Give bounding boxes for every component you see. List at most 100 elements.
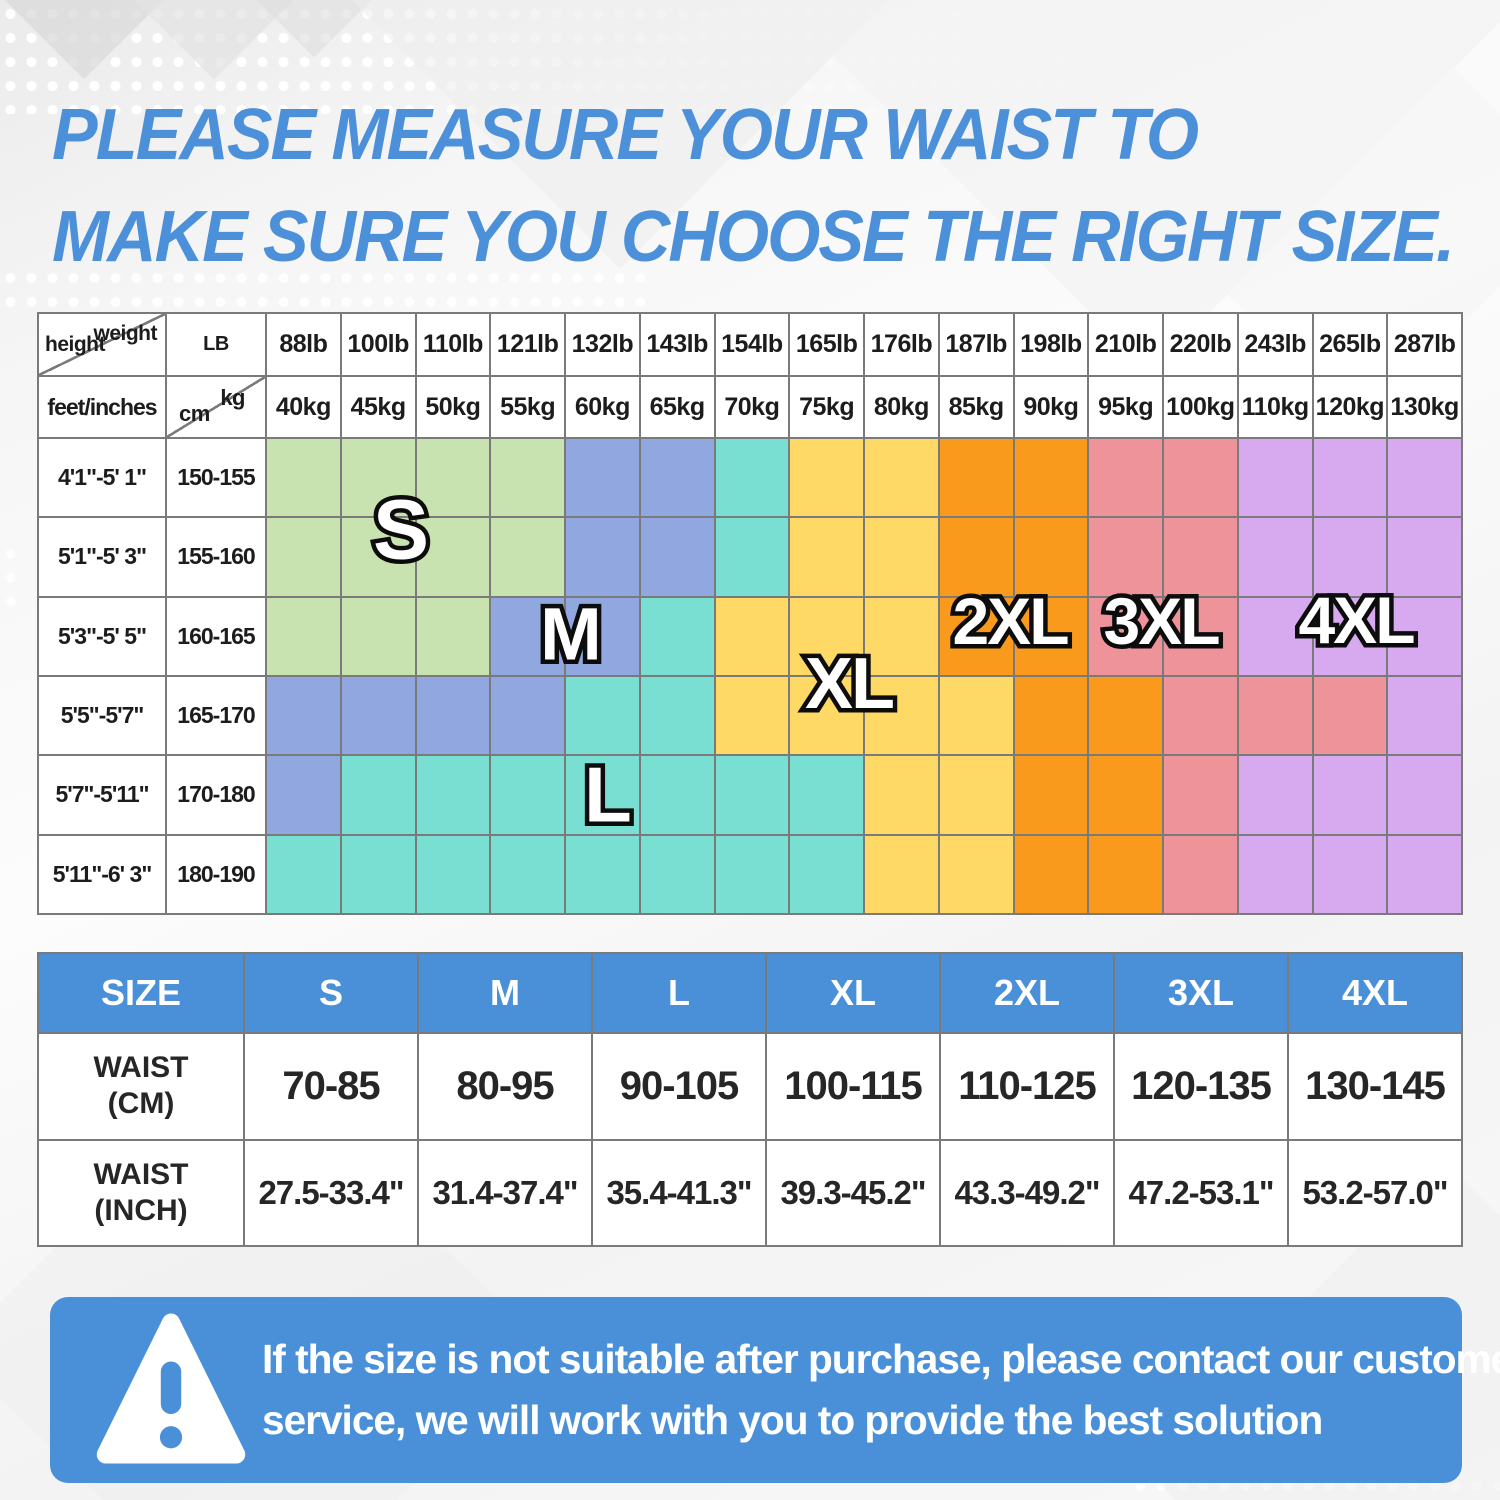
waist-table-header-m: M: [419, 954, 591, 1032]
waist-row-label: WAIST (CM): [39, 1034, 243, 1139]
diamond-decoration: [254, 0, 374, 58]
height-cm-cell: 180-190: [167, 835, 265, 913]
weight-lb-header-cell: 154lb: [715, 314, 789, 375]
size-region-cell-4xl: [1388, 439, 1461, 517]
height-feet-inches-cell: 5'3"-5' 5": [39, 597, 165, 675]
size-region-cell-xl: [865, 518, 938, 596]
size-region-cell-xl: [790, 677, 863, 755]
size-region-cell-4xl: [1388, 518, 1461, 596]
diamond-decoration: [4, 0, 164, 80]
size-region-cell-3xl: [1164, 518, 1237, 596]
waist-cm-value-cell: 120-135: [1115, 1034, 1287, 1139]
height-cm-cell: 170-180: [167, 756, 265, 834]
size-region-cell-3xl: [1089, 439, 1162, 517]
size-region-cell-l: [640, 677, 714, 755]
size-region-cell-s: [267, 597, 340, 675]
size-region-cell-s: [341, 518, 415, 596]
corner-weight-label: weight: [93, 322, 158, 345]
corner-cm-label: cm: [179, 401, 210, 426]
height-feet-inches-cell: 5'5"-5'7": [39, 677, 165, 755]
weight-lb-header-cell: 110lb: [416, 314, 490, 375]
weight-lb-header-cell: 198lb: [1014, 314, 1088, 375]
size-region-cell-2xl: [1089, 677, 1162, 755]
note-text: If the size is not suitable after purcha…: [262, 1329, 1500, 1451]
size-region-cell-l: [640, 835, 714, 913]
size-region-cell-4xl: [1238, 597, 1312, 675]
height-weight-size-grid: weight height LB 88lb 100lb 110lb 121lb 132lb 14…: [37, 312, 1463, 915]
size-region-cell-4xl: [1238, 835, 1312, 913]
size-region-cell-l: [715, 439, 789, 517]
size-label-2xl: 2XL: [948, 580, 1074, 663]
corner-kg-label: kg: [220, 385, 245, 410]
size-region-cell-xl: [715, 677, 789, 755]
weight-kg-header-cell: 45kg: [341, 377, 415, 437]
corner-height-label: height: [45, 333, 106, 356]
size-region-cell-2xl: [1014, 835, 1088, 913]
size-label-xl: XL: [800, 640, 899, 729]
height-cm-cell: 160-165: [167, 597, 265, 675]
waist-inch-value-cell: 53.2-57.0": [1289, 1140, 1461, 1245]
weight-lb-header-cell: 132lb: [566, 314, 639, 375]
waist-cm-value-cell: 90-105: [593, 1034, 765, 1139]
size-region-cell-xl: [865, 677, 938, 755]
waist-inch-value-cell: 27.5-33.4": [245, 1140, 417, 1245]
height-cm-cell: 165-170: [167, 677, 265, 755]
weight-lb-header-cell: 243lb: [1238, 314, 1312, 375]
size-label-m: M: [536, 588, 607, 680]
size-region-cell-4xl: [1313, 439, 1387, 517]
weight-lb-header-cell: 165lb: [790, 314, 863, 375]
size-region-cell-m: [566, 518, 639, 596]
size-label-l: L: [580, 746, 637, 843]
waist-inch-value-cell: 39.3-45.2": [767, 1140, 939, 1245]
size-region-cell-m: [491, 677, 564, 755]
waist-inch-value-cell: 43.3-49.2": [941, 1140, 1113, 1245]
waist-cm-value-cell: 80-95: [419, 1034, 591, 1139]
size-region-cell-l: [640, 756, 714, 834]
size-region-cell-4xl: [1238, 439, 1312, 517]
size-region-cell-xl: [939, 835, 1013, 913]
size-region-cell-3xl: [1313, 677, 1387, 755]
waist-inch-value-cell: 31.4-37.4": [419, 1140, 591, 1245]
size-region-cell-l: [715, 756, 789, 834]
corner-kg-cm-cell: kg cm: [167, 377, 265, 437]
size-region-cell-l: [715, 518, 789, 596]
size-region-cell-l: [715, 835, 789, 913]
weight-kg-header-cell: 120kg: [1313, 377, 1387, 437]
weight-lb-header-cell: 220lb: [1164, 314, 1237, 375]
waist-table-header-2xl: 2XL: [941, 954, 1113, 1032]
size-region-cell-3xl: [1089, 518, 1162, 596]
waist-row-label-line: WAIST: [93, 1157, 189, 1191]
waist-cm-value-cell: 110-125: [941, 1034, 1113, 1139]
waist-table-size-header: SIZE: [39, 954, 243, 1032]
feet-inches-header-cell: feet/inches: [39, 377, 165, 437]
customer-service-note: If the size is not suitable after purcha…: [50, 1297, 1500, 1483]
size-region-cell-m: [491, 597, 564, 675]
size-region-cell-4xl: [1388, 756, 1461, 834]
weight-lb-header-cell: 287lb: [1388, 314, 1461, 375]
weight-lb-header-cell: 100lb: [341, 314, 415, 375]
waist-cm-value-cell: 100-115: [767, 1034, 939, 1139]
size-label-3xl: 3XL: [1099, 580, 1225, 663]
weight-kg-header-cell: 70kg: [715, 377, 789, 437]
size-region-cell-3xl: [1164, 835, 1237, 913]
weight-kg-header-cell: 100kg: [1164, 377, 1237, 437]
size-region-cell-s: [267, 439, 340, 517]
waist-row-label-line: (INCH): [94, 1193, 188, 1227]
weight-kg-header-cell: 50kg: [416, 377, 490, 437]
weight-kg-header-cell: 130kg: [1388, 377, 1461, 437]
size-region-cell-4xl: [1388, 597, 1461, 675]
weight-lb-header-cell: 143lb: [640, 314, 714, 375]
waist-row-label-line: (CM): [107, 1087, 175, 1121]
size-region-cell-3xl: [1164, 597, 1237, 675]
weight-kg-header-cell: 60kg: [566, 377, 639, 437]
size-region-cell-s: [416, 518, 490, 596]
waist-row-label: WAIST (INCH): [39, 1140, 243, 1245]
size-region-cell-2xl: [1014, 677, 1088, 755]
size-region-cell-m: [640, 518, 714, 596]
weight-lb-header-cell: 176lb: [865, 314, 938, 375]
size-region-cell-2xl: [1089, 835, 1162, 913]
size-region-cell-xl: [865, 756, 938, 834]
weight-kg-header-cell: 55kg: [491, 377, 564, 437]
corner-weight-height-cell: weight height: [39, 314, 165, 375]
height-feet-inches-cell: 5'1"-5' 3": [39, 518, 165, 596]
